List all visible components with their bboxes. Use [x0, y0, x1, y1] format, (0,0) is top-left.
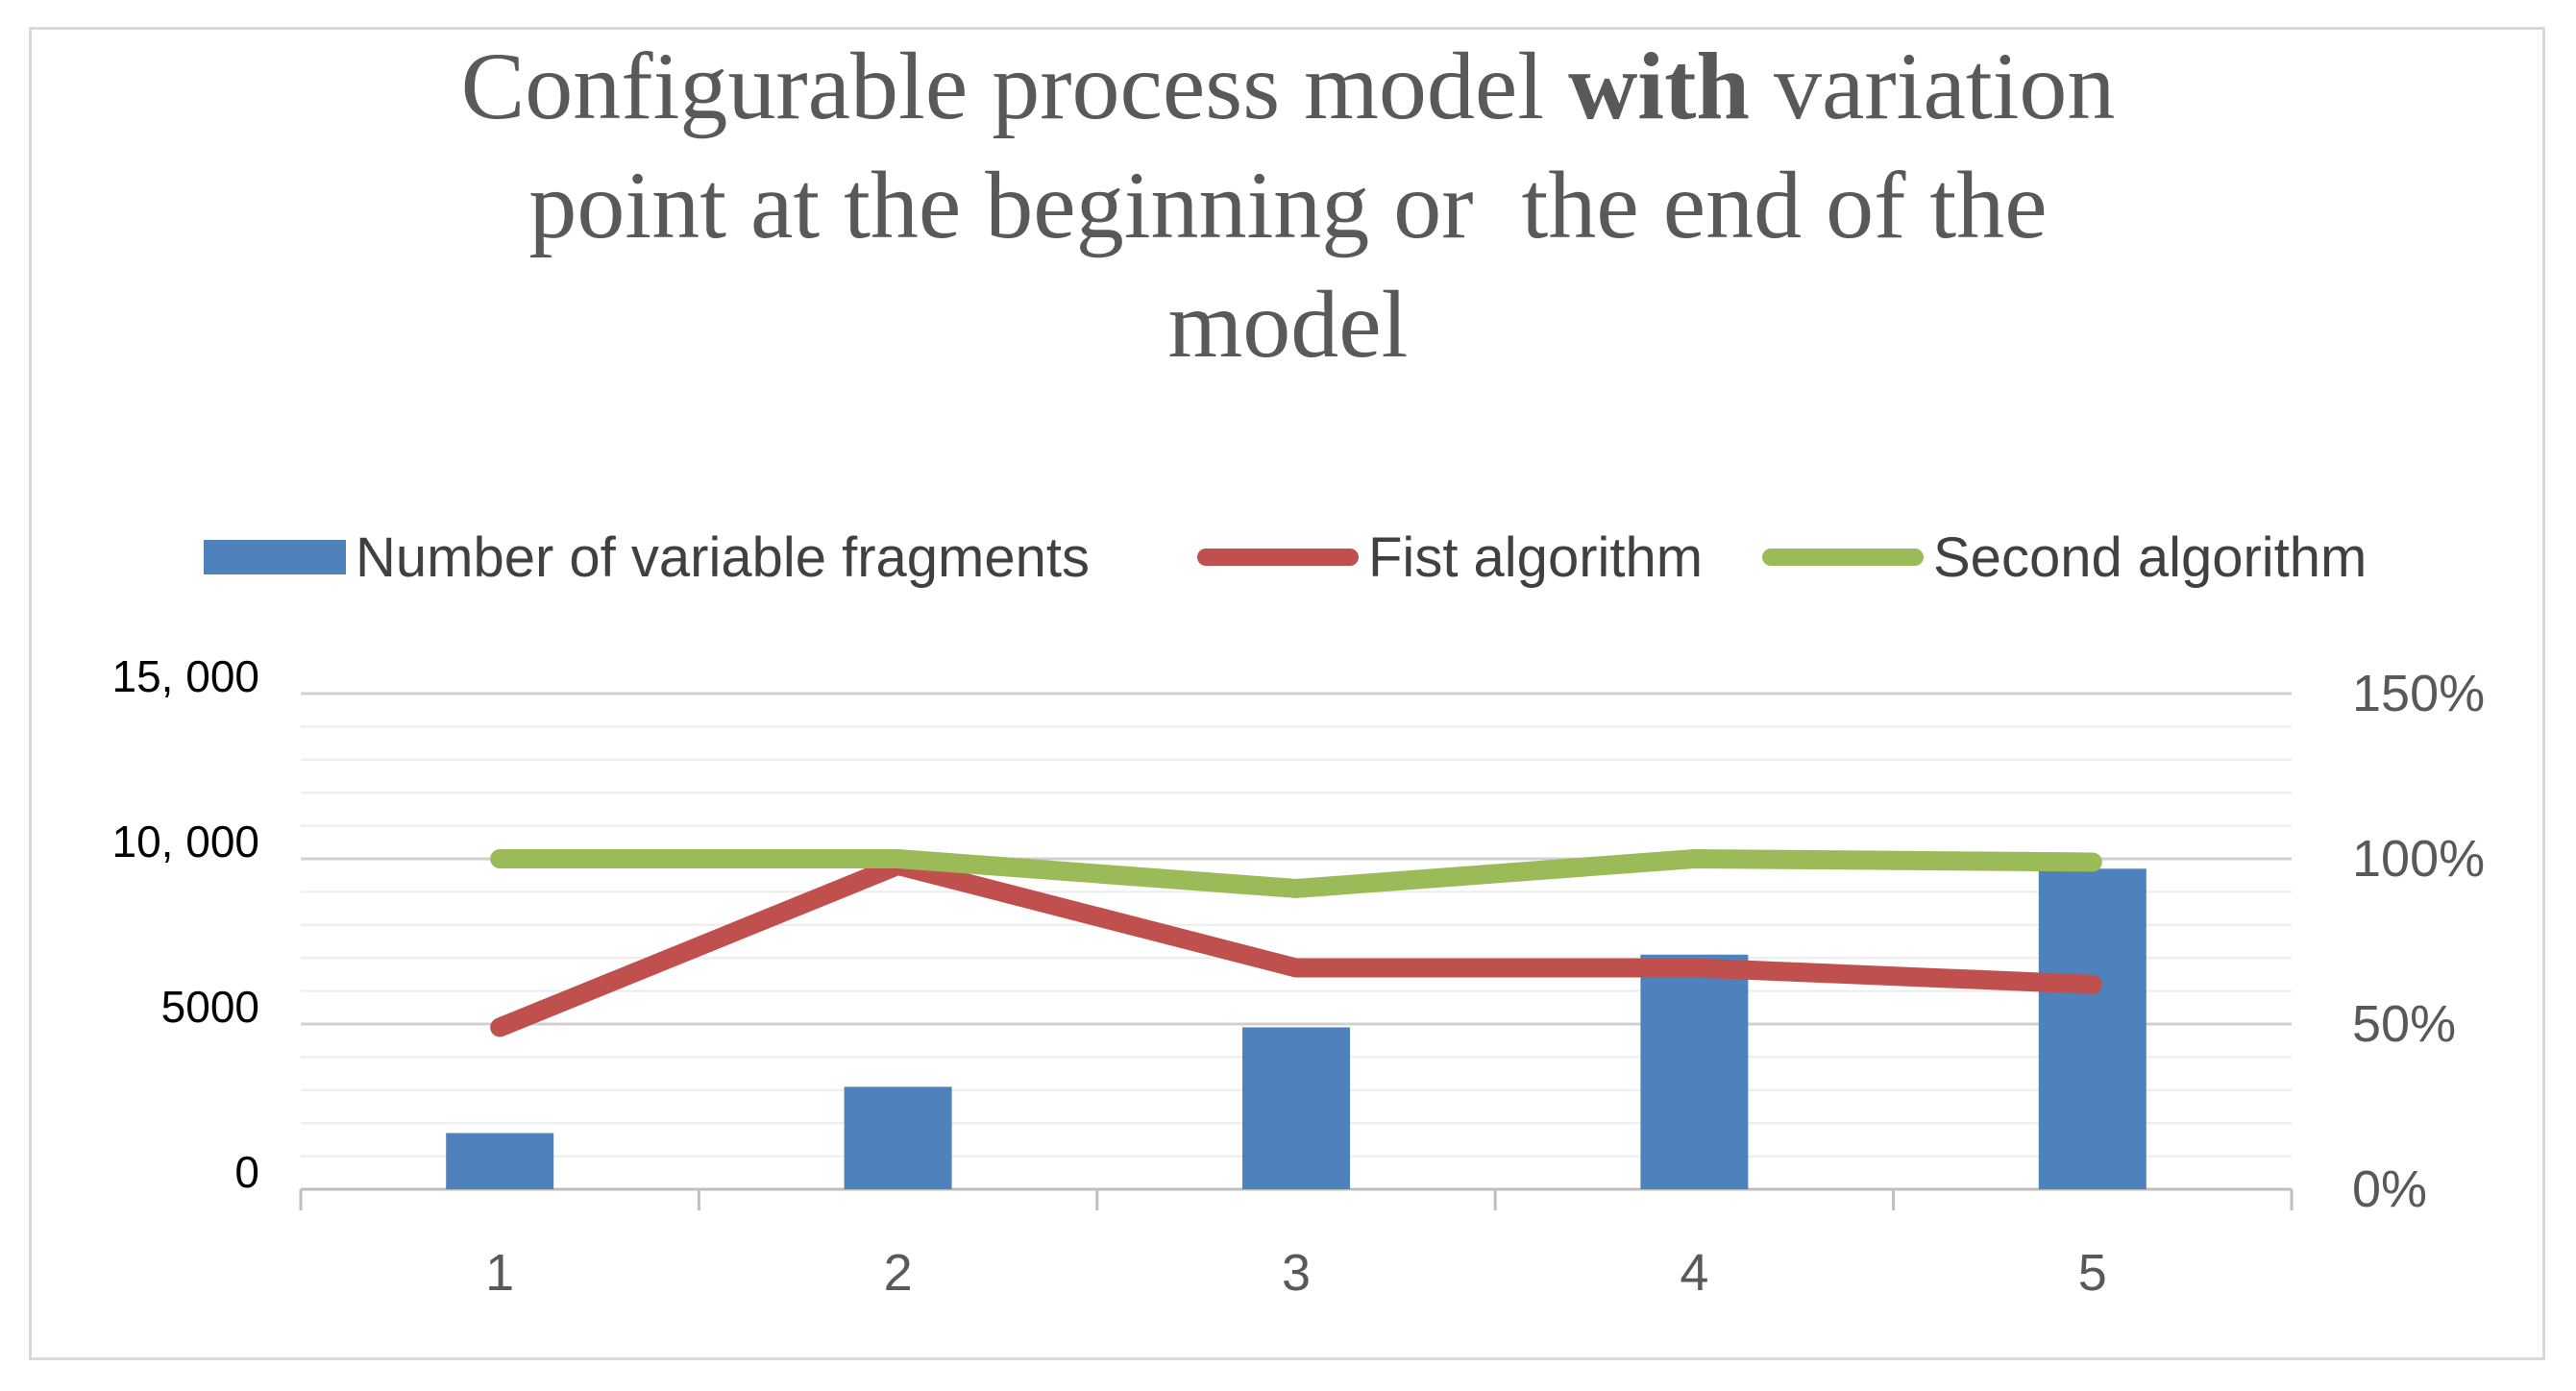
legend-label-fist: Fist algorithm — [1368, 525, 1704, 589]
x-tick-label: 3 — [1282, 1244, 1311, 1302]
legend-item-second: Second algorithm — [1762, 519, 2367, 596]
bar-variable-fragments — [1242, 1027, 1350, 1189]
line-second-algorithm — [490, 849, 2102, 898]
legend-swatch-second — [1762, 549, 1924, 566]
legend: Number of variable fragments Fist algori… — [0, 519, 2576, 596]
legend-label-second: Second algorithm — [1933, 525, 2367, 589]
legend-label-bars: Number of variable fragments — [356, 525, 1090, 589]
legend-item-fist: Fist algorithm — [1197, 519, 1703, 596]
line-fist-algorithm — [490, 855, 2102, 1037]
bar-variable-fragments — [1640, 954, 1749, 1189]
y-right-tick-label: 100% — [2352, 830, 2485, 888]
chart-title-line-1: Configurable process model with variatio… — [460, 33, 2116, 139]
y-left-tick-label: 15, 000 — [112, 651, 259, 701]
chart-title-line-3: model — [1167, 271, 1409, 378]
legend-swatch-bars — [204, 540, 346, 574]
legend-item-bars: Number of variable fragments — [204, 519, 1090, 596]
y-right-tick-label: 150% — [2352, 665, 2485, 722]
y-left-tick-label: 5000 — [161, 982, 259, 1032]
legend-swatch-fist — [1197, 549, 1359, 566]
bar-variable-fragments — [844, 1086, 952, 1189]
bar-variable-fragments — [2038, 868, 2147, 1189]
chart-title: Configurable process model with variatio… — [0, 27, 2576, 384]
y-right-tick-label: 0% — [2352, 1160, 2427, 1218]
y-right-tick-label: 50% — [2352, 995, 2456, 1053]
chart-title-bold-word: with — [1568, 33, 1750, 139]
x-tick-label: 5 — [2078, 1244, 2107, 1302]
bar-variable-fragments — [446, 1133, 554, 1189]
y-left-tick-label: 10, 000 — [112, 817, 259, 866]
y-left-tick-label: 0 — [234, 1147, 259, 1197]
x-tick-label: 4 — [1680, 1244, 1708, 1302]
chart-title-line-2: point at the beginning or the end of the — [528, 152, 2048, 258]
x-tick-label: 1 — [485, 1244, 514, 1302]
x-tick-label: 2 — [884, 1244, 913, 1302]
